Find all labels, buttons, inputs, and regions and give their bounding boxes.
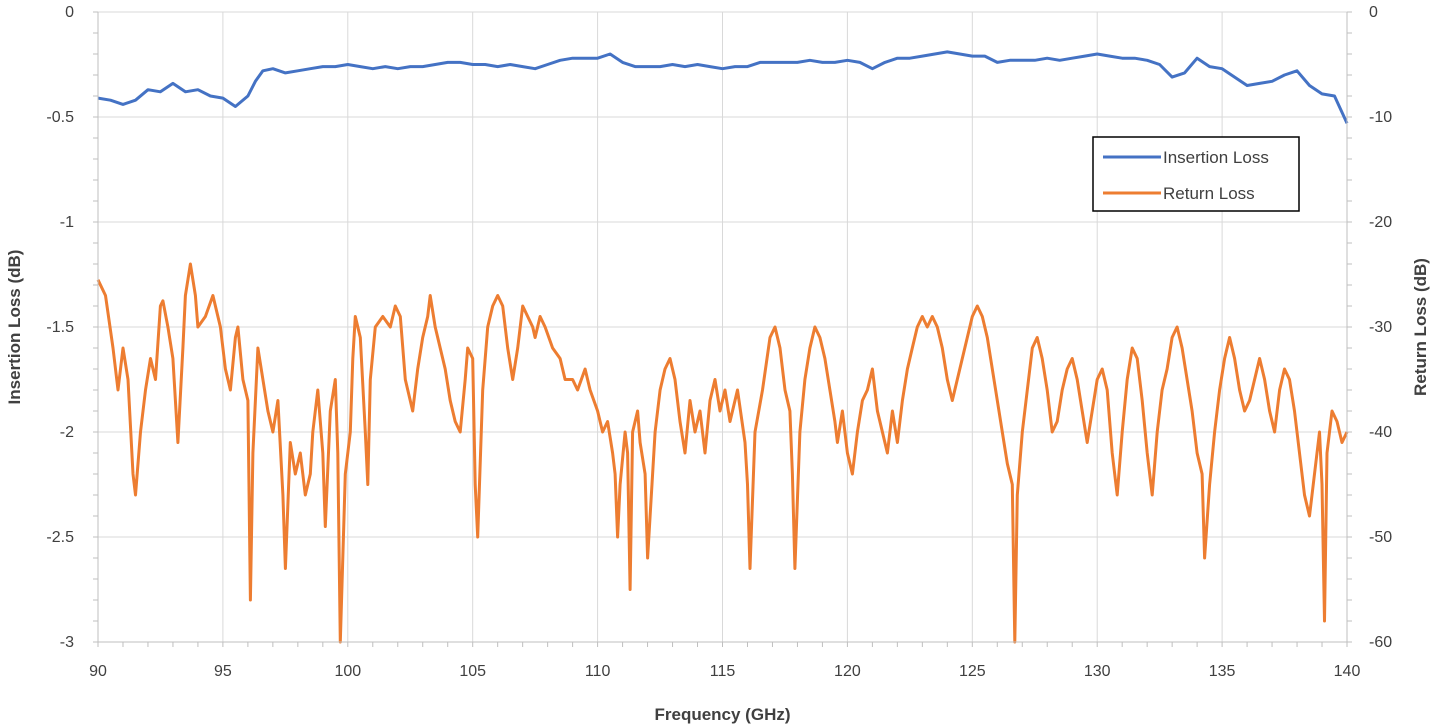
- y-left-tick-label: -2.5: [46, 529, 74, 546]
- y-left-tick-label: 0: [65, 4, 74, 21]
- y-right-tick-label: 0: [1369, 4, 1378, 21]
- x-tick-label: 115: [710, 663, 736, 680]
- axes: [93, 11, 1352, 647]
- y-right-tick-label: -30: [1369, 319, 1392, 336]
- x-axis-title: Frequency (GHz): [654, 705, 790, 724]
- x-tick-label: 125: [959, 663, 986, 680]
- x-tick-label: 100: [334, 663, 361, 680]
- series-line-insertion-loss: [97, 50, 1349, 124]
- x-tick-label: 110: [585, 663, 611, 680]
- x-tick-label: 135: [1209, 663, 1236, 680]
- y-right-tick-label: -60: [1369, 634, 1392, 651]
- x-tick-label: 90: [89, 663, 107, 680]
- y-axis-right-title: Return Loss (dB): [1411, 258, 1430, 396]
- y-left-tick-label: -1: [60, 214, 74, 231]
- tick-labels: 0-0.5-1-1.5-2-2.5-30-10-20-30-40-50-6090…: [46, 4, 1392, 680]
- legend-box: [1092, 136, 1300, 212]
- x-tick-label: 120: [834, 663, 861, 680]
- y-axis-left-title: Insertion Loss (dB): [5, 250, 24, 405]
- x-tick-label: 105: [459, 663, 486, 680]
- y-left-tick-label: -3: [60, 634, 74, 651]
- y-left-tick-label: -0.5: [46, 109, 74, 126]
- y-right-tick-label: -40: [1369, 424, 1392, 441]
- x-tick-label: 95: [214, 663, 232, 680]
- legend-label-insertion-loss: Insertion Loss: [1163, 148, 1269, 167]
- y-right-tick-label: -10: [1369, 109, 1392, 126]
- series-line-return-loss: [96, 262, 1349, 644]
- legend-label-return-loss: Return Loss: [1163, 184, 1255, 203]
- legend: Insertion Loss Return Loss: [1092, 136, 1300, 212]
- x-tick-label: 140: [1334, 663, 1361, 680]
- y-right-tick-label: -20: [1369, 214, 1392, 231]
- y-right-tick-label: -50: [1369, 529, 1392, 546]
- series-layer: [96, 50, 1349, 644]
- y-left-tick-label: -2: [60, 424, 74, 441]
- x-tick-label: 130: [1084, 663, 1111, 680]
- y-left-tick-label: -1.5: [46, 319, 74, 336]
